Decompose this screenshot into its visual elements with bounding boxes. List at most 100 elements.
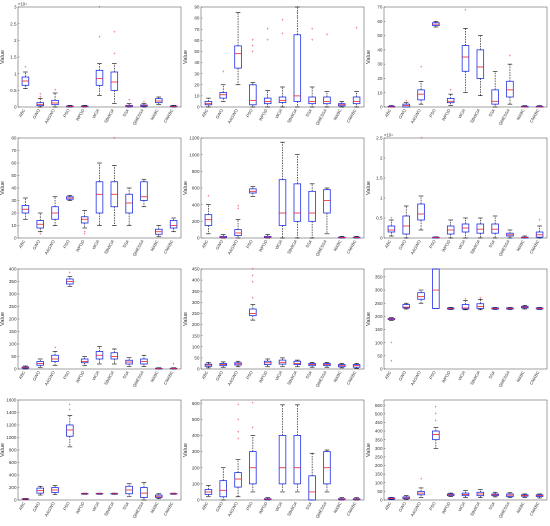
x-tick-label: CMABC: [346, 108, 358, 124]
y-tick-label: 0: [380, 105, 383, 110]
x-tick-label: PSO: [428, 500, 437, 511]
outlier-point: +: [237, 204, 240, 209]
x-tick-label: SSA: [304, 108, 313, 118]
box-wpod: ++: [263, 27, 272, 108]
x-tick-label: PSO: [245, 369, 254, 380]
y-axis-label: Value: [0, 181, 6, 195]
y-tick-label: 70: [194, 27, 200, 32]
x-tick-label: ABC: [384, 239, 393, 249]
y-tick-label: 0: [14, 367, 17, 372]
boxplot-panel: 0 50 100 150 200 250 300 350 400 Value ABC GWO AAGWO…: [0, 267, 182, 388]
x-tick-label: WOA: [274, 370, 283, 381]
outlier-point: +: [237, 402, 240, 407]
x-tick-label: GWO: [215, 107, 225, 119]
outlier-point: +: [296, 16, 299, 21]
box-wpod: [263, 234, 272, 239]
box-ssa: [125, 483, 133, 497]
y-tick-label: 0: [197, 367, 200, 372]
box-cmabc: +: [352, 26, 361, 108]
box-body: [402, 304, 410, 309]
x-tick-label: MABC: [332, 501, 342, 514]
y-tick-label: 0.5: [10, 88, 17, 93]
x-tick-label: CMABC: [529, 108, 541, 124]
x-tick-label: ABC: [201, 501, 210, 511]
y-tick-label: 550: [375, 403, 383, 408]
box-body: [446, 98, 455, 104]
outlier-point: +: [390, 340, 393, 345]
x-tick-label: WPOD: [75, 239, 86, 253]
box-pso: [66, 105, 74, 108]
box-cmabc: [169, 105, 178, 108]
x-tick-label: AAGWO: [410, 500, 423, 517]
box-body: [417, 203, 425, 221]
box-woa: [95, 346, 104, 365]
x-tick-label: SBWOA: [103, 239, 115, 255]
box-body: [51, 354, 59, 362]
x-tick-label: QMESSA: [132, 108, 145, 126]
box-body: [308, 475, 316, 501]
box-pso: + + +: [432, 404, 440, 449]
box-qmessa: [140, 482, 148, 501]
box-mabc: [155, 493, 163, 500]
y-tick-label: 50: [377, 33, 383, 38]
box-body: [263, 97, 272, 105]
box-wpod: [446, 492, 455, 497]
x-tick-label: SSA: [121, 501, 130, 511]
y-tick-label: 400: [192, 202, 200, 207]
box-aagwo: ++++: [234, 402, 242, 498]
x-tick-label: GWO: [215, 369, 225, 381]
x-tick-label: ABC: [18, 239, 27, 249]
outlier-point: +: [69, 407, 72, 412]
x-tick-label: SSA: [487, 370, 496, 380]
x-tick-label: CMABC: [529, 501, 541, 517]
y-tick-label: 60: [377, 19, 383, 24]
x-tick-label: ABC: [384, 108, 393, 118]
x-tick-label: AAGWO: [410, 369, 423, 386]
outlier-point: +: [538, 217, 541, 222]
y-tick-label: 10: [377, 90, 383, 95]
y-tick-label: 70: [11, 148, 17, 153]
x-tick-label: SBWOA: [469, 108, 481, 124]
box-qmessa: +: [506, 53, 514, 105]
y-axis-label: Value: [183, 443, 189, 457]
x-tick-label: PSO: [428, 369, 437, 380]
x-tick-label: SBWOA: [103, 108, 115, 124]
y-tick-label: 0: [380, 236, 383, 241]
y-tick-label: 80: [11, 136, 17, 141]
y-tick-label: 250: [9, 304, 17, 309]
plot-frame: [17, 137, 182, 239]
box-body: [234, 45, 242, 69]
y-tick-label: 1000: [189, 152, 200, 157]
box-aagwo: +: [417, 477, 425, 498]
y-tick-label: 500: [375, 411, 383, 416]
box-sbwoa: [293, 154, 302, 239]
box-body: [95, 181, 104, 214]
y-tick-label: 3: [14, 5, 17, 10]
x-tick-label: WOA: [457, 370, 466, 381]
box-pso: [249, 186, 257, 197]
y-tick-label: 0: [14, 236, 17, 241]
box-ssa: [491, 215, 499, 239]
outlier-point: +: [266, 38, 269, 43]
plot-frame: [17, 399, 182, 501]
boxplot-panel: 0 10 20 30 40 50 60 70 Value ABC GWO AAGWO PSO WPOD WO…: [366, 5, 548, 126]
x-tick-label: PSO: [62, 369, 71, 380]
x-tick-label: CMABC: [163, 370, 175, 386]
box-sbwoa: [293, 359, 302, 368]
box-ssa: [491, 491, 499, 498]
y-tick-label: 2: [14, 38, 17, 43]
x-tick-label: WPOD: [258, 108, 269, 122]
box-body: [95, 69, 104, 86]
y-tick-label: 2.5: [10, 21, 17, 26]
x-tick-label: GWO: [32, 369, 42, 381]
box-cmabc: [169, 492, 178, 495]
box-body: [140, 487, 148, 498]
boxplot-panel: 0 0.5 1 1.5 2 2.5×10⁴ Value ABC GWO AAGWO PSO WPOD W…: [366, 133, 548, 257]
box-body: [476, 49, 485, 79]
box-woa: [461, 490, 470, 498]
outlier-point: +: [252, 266, 255, 271]
box-body: [491, 223, 499, 234]
y-tick-label: 250: [375, 454, 383, 459]
box-woa: ++: [278, 18, 287, 108]
y-tick-label: 50: [377, 489, 383, 494]
